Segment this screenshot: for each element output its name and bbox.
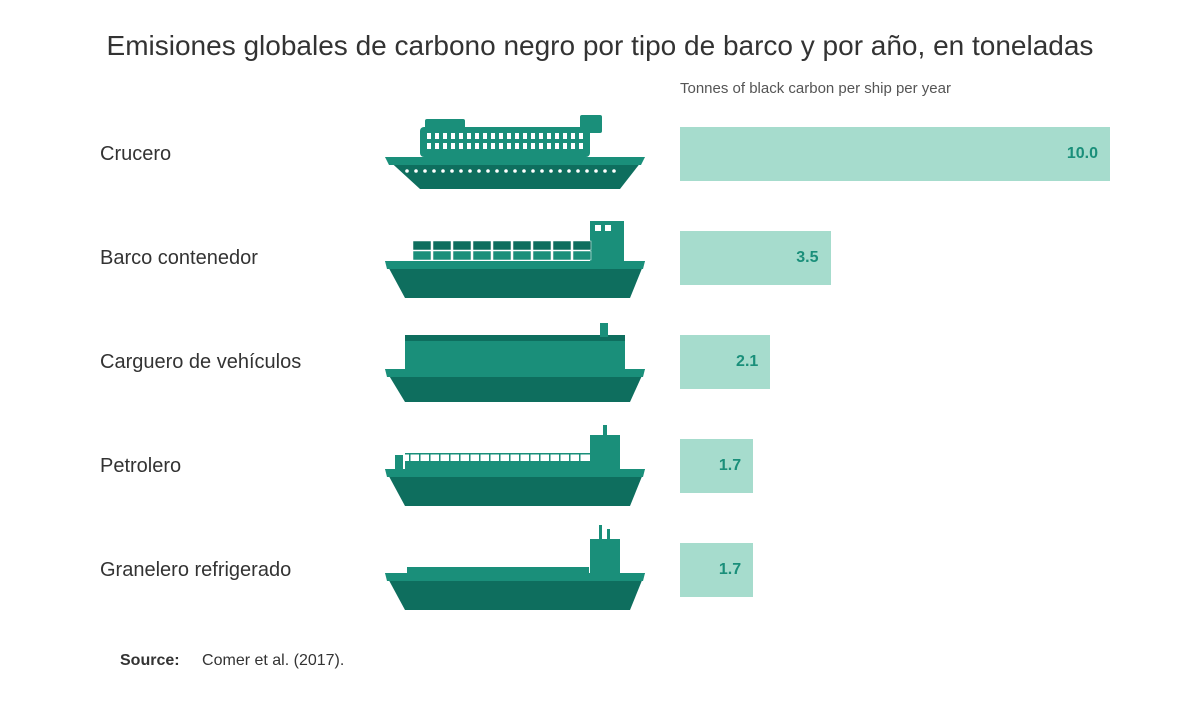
row-label: Barco contenedor <box>60 247 350 270</box>
bar-track: 3.5 <box>680 206 1140 310</box>
infographic-page: Emisiones globales de carbono negro por … <box>0 0 1200 709</box>
row-label: Crucero <box>60 143 350 166</box>
tanker-ship-icon <box>350 414 680 518</box>
row-label: Granelero refrigerado <box>60 559 350 582</box>
chart-row: Carguero de vehículos 2.1 <box>60 310 1140 414</box>
bar-value: 1.7 <box>719 457 753 475</box>
container-ship-icon <box>350 206 680 310</box>
chart-area: Tonnes of black carbon per ship per year… <box>60 80 1140 622</box>
chart-row: Barco contenedor 3.5 <box>60 206 1140 310</box>
vehicle-ship-icon <box>350 310 680 414</box>
bar-track: 10.0 <box>680 102 1140 206</box>
bar-track: 2.1 <box>680 310 1140 414</box>
bar: 10.0 <box>680 127 1110 181</box>
bar-value: 2.1 <box>736 353 770 371</box>
chart-title: Emisiones globales de carbono negro por … <box>60 30 1140 62</box>
bar-track: 1.7 <box>680 414 1140 518</box>
chart-row: Crucero 10.0 <box>60 102 1140 206</box>
bulk-ship-icon <box>350 518 680 622</box>
source-label: Source: <box>120 652 180 669</box>
bar: 3.5 <box>680 231 831 285</box>
chart-row: Granelero refrigerado 1.7 <box>60 518 1140 622</box>
bar-value: 10.0 <box>1067 145 1110 163</box>
bar-track: 1.7 <box>680 518 1140 622</box>
bar: 2.1 <box>680 335 770 389</box>
cruise-ship-icon <box>350 102 680 206</box>
chart-rows: Crucero 10.0 Barco contenedor 3.5 Carguero d… <box>60 80 1140 622</box>
bar-value: 1.7 <box>719 561 753 579</box>
row-label: Petrolero <box>60 455 350 478</box>
chart-row: Petrolero 1.7 <box>60 414 1140 518</box>
bar: 1.7 <box>680 543 753 597</box>
source-line: Source: Comer et al. (2017). <box>120 652 1140 670</box>
axis-title: Tonnes of black carbon per ship per year <box>680 80 951 97</box>
source-text: Comer et al. (2017). <box>202 652 344 669</box>
bar-value: 3.5 <box>796 249 830 267</box>
bar: 1.7 <box>680 439 753 493</box>
row-label: Carguero de vehículos <box>60 351 350 374</box>
